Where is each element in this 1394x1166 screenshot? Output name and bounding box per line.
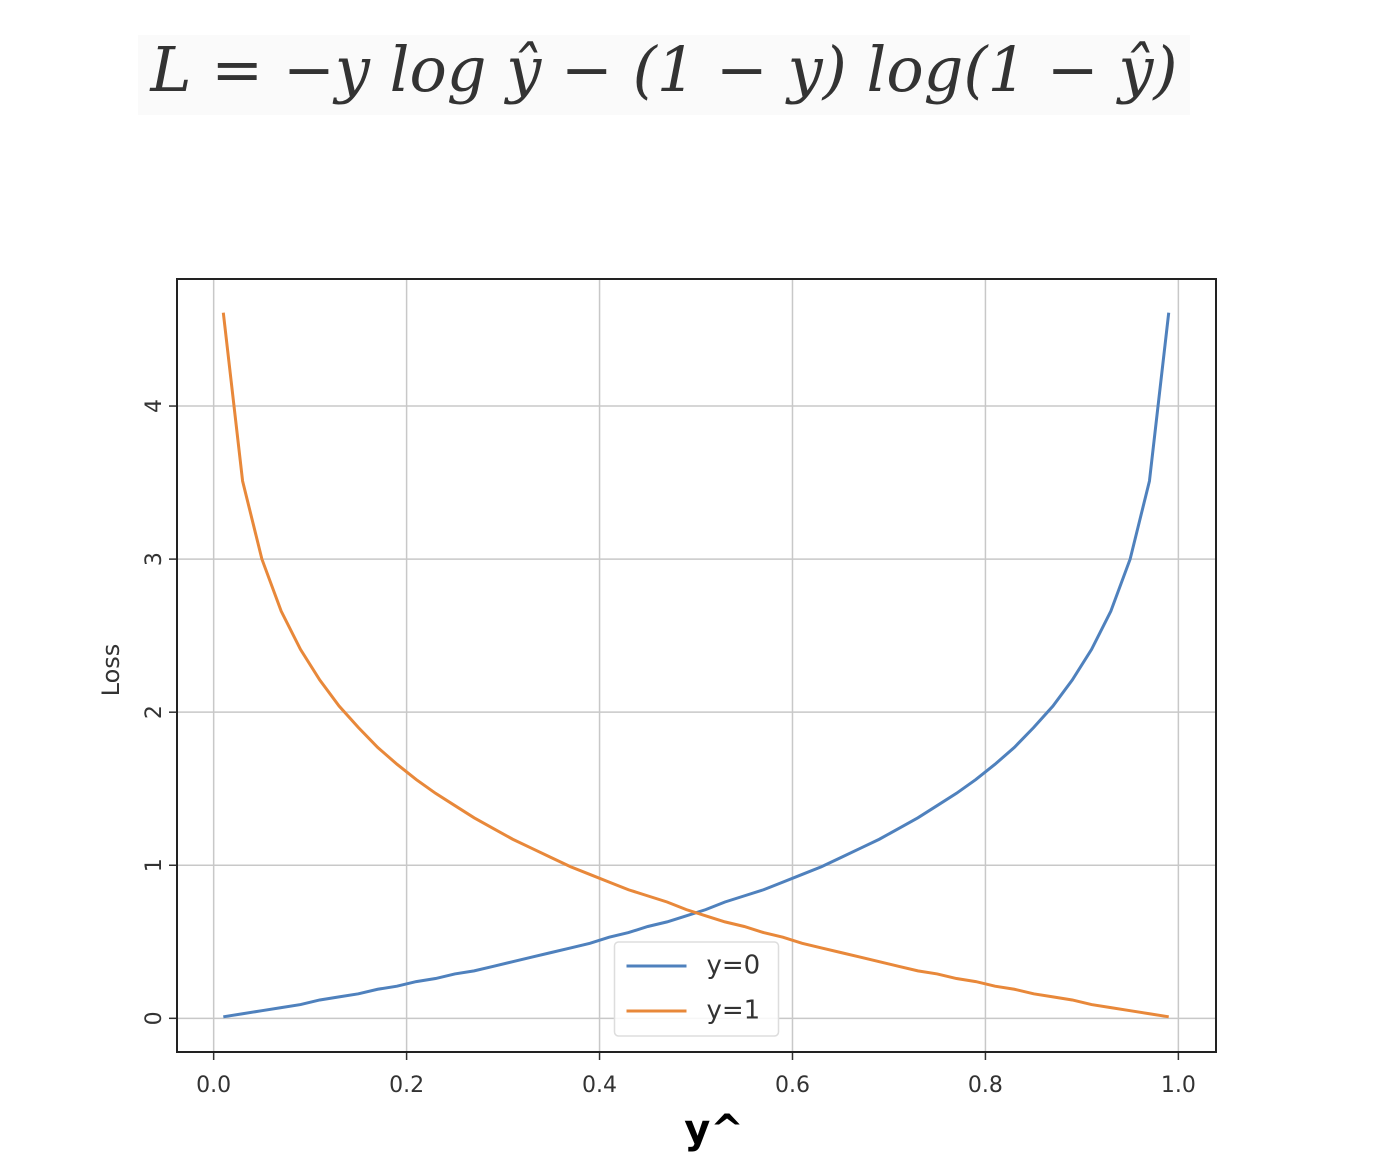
x-tick-label: 1.0 — [1161, 1073, 1196, 1098]
x-tick-label: 0.0 — [196, 1073, 231, 1098]
y-axis-label: Loss — [97, 644, 125, 697]
y-tick-label: 0 — [142, 1011, 167, 1025]
y-tick-label: 3 — [142, 552, 167, 566]
legend-label: y=0 — [707, 951, 761, 981]
x-tick-label: 0.2 — [389, 1073, 424, 1098]
plot-frame — [176, 278, 1217, 1053]
y-tick-label: 4 — [142, 399, 167, 413]
chart-title: L = −y log ŷ − (1 − y) log(1 − ŷ) — [149, 33, 1177, 106]
legend-label: y=1 — [707, 996, 761, 1026]
x-tick-label: 0.4 — [582, 1073, 617, 1098]
x-tick-label: 0.8 — [968, 1073, 1003, 1098]
y-tick-label: 1 — [142, 858, 167, 872]
y-tick-label: 2 — [142, 705, 167, 719]
legend: y=0 y=1 — [613, 941, 780, 1037]
x-tick-label: 0.6 — [775, 1073, 810, 1098]
line-series — [221, 312, 1169, 1019]
x-axis-label: y^ — [684, 1107, 744, 1153]
formula-background — [138, 35, 1190, 115]
